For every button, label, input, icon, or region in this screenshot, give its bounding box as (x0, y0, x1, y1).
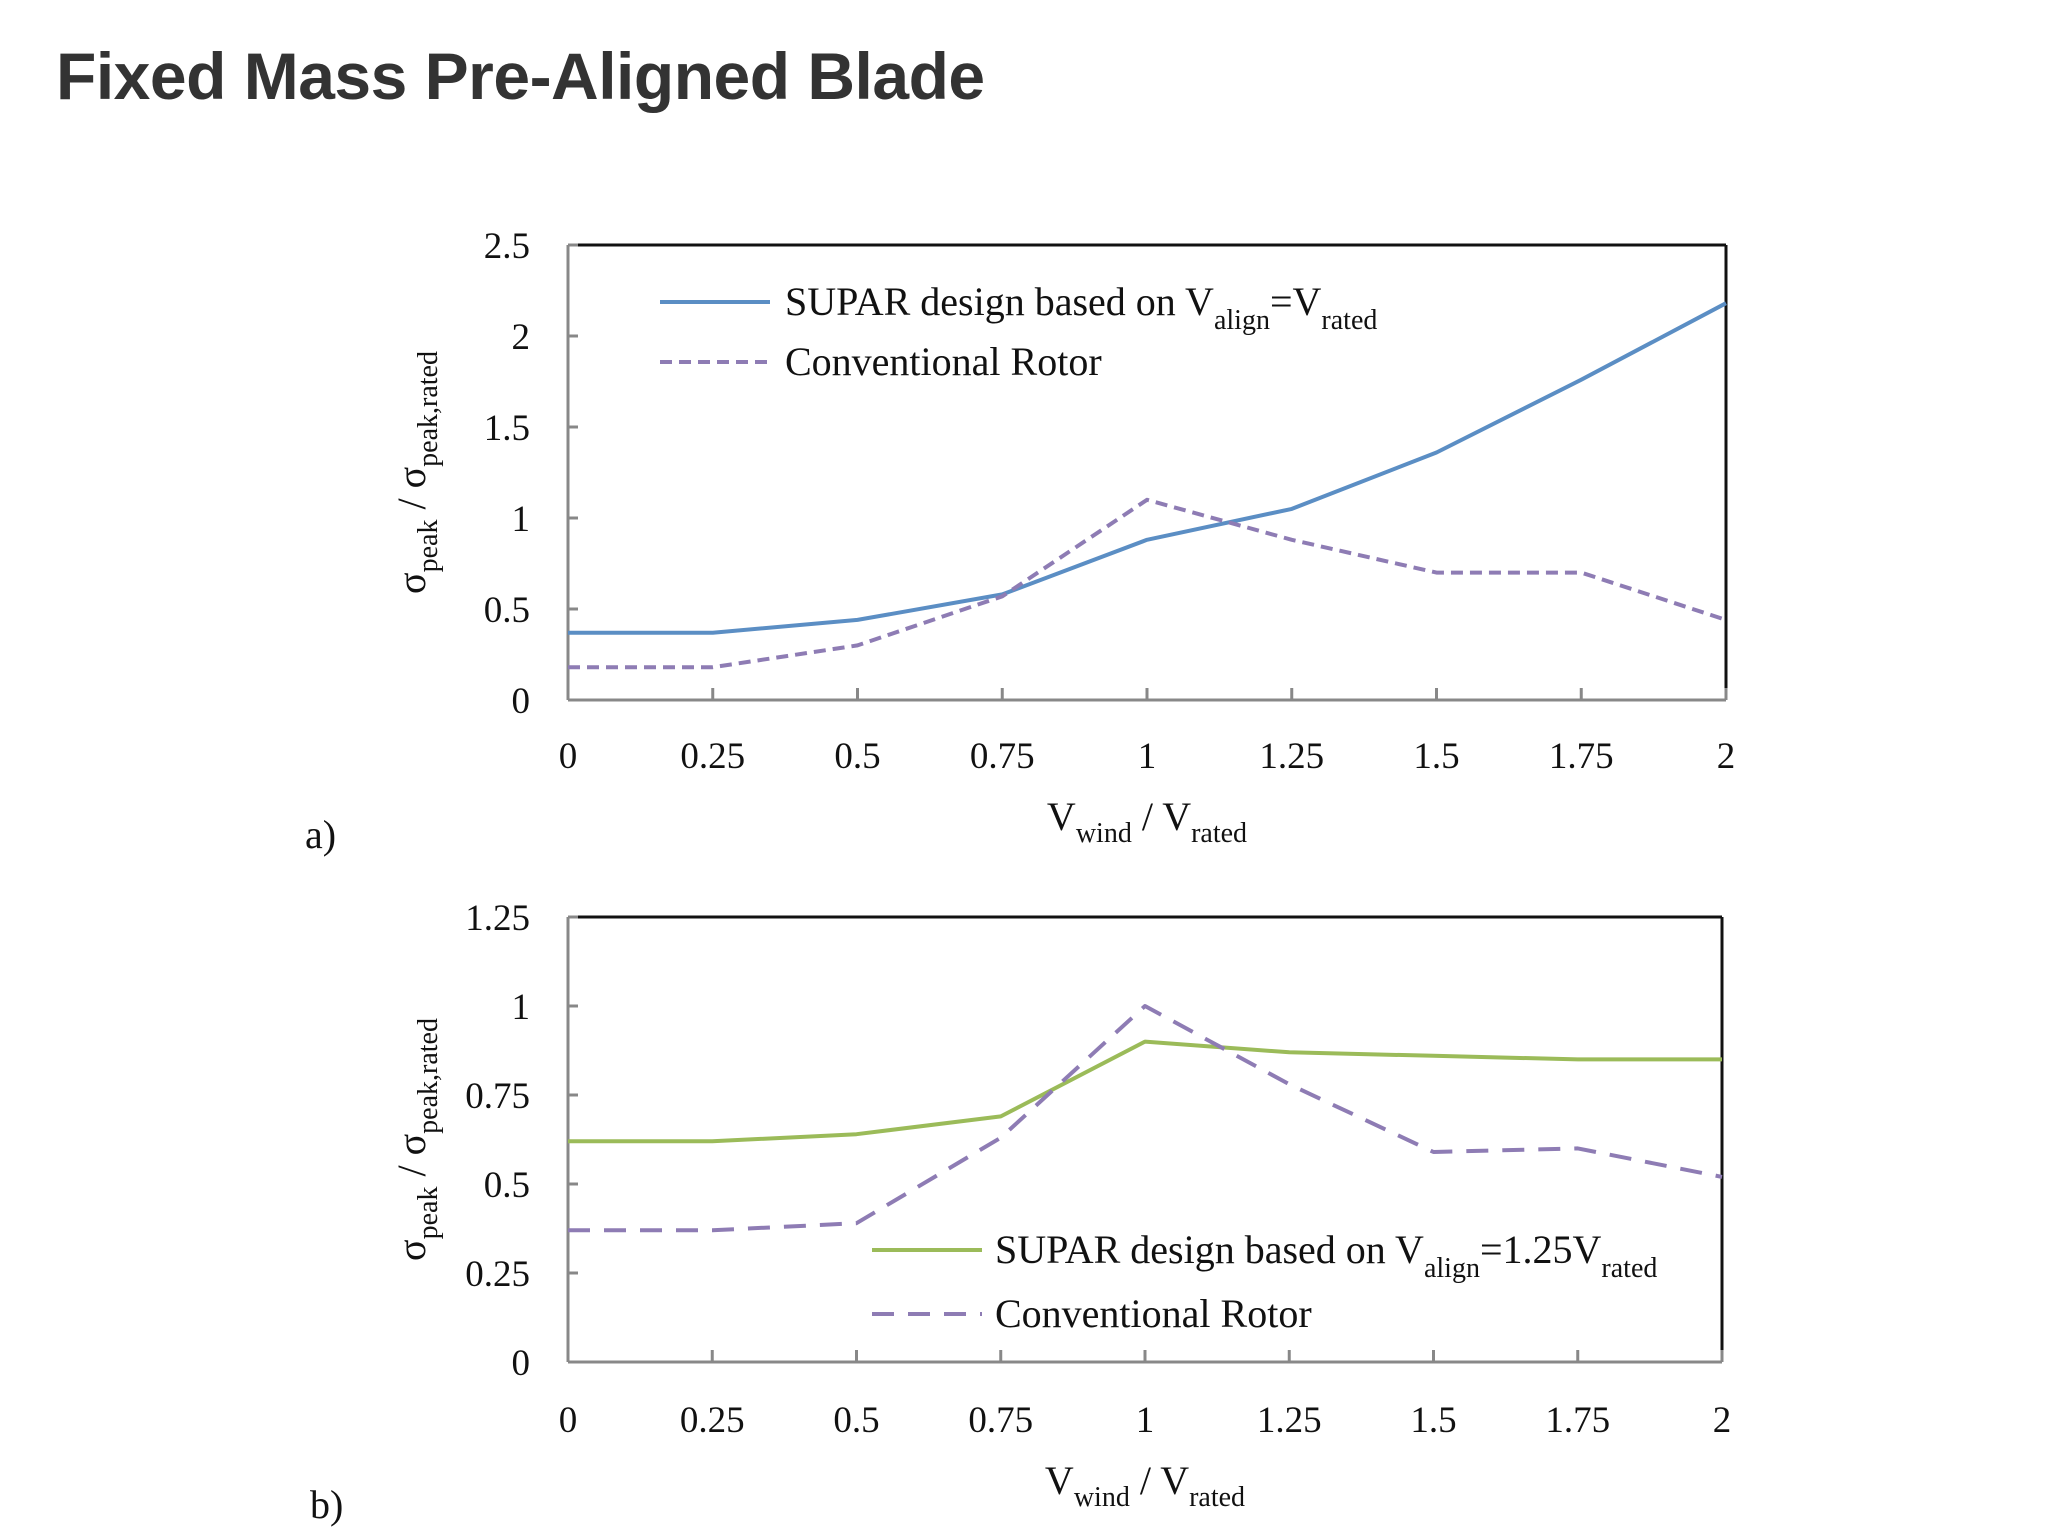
chart-panel-a: 0 0.25 0.5 0.75 1 1.25 1.5 1.75 2 0 0.5 1 1.5 2 2.5 Vwi… (305, 226, 1735, 857)
x-tick-label: 1.25 (1257, 1400, 1322, 1441)
x-tick-label: 2 (1713, 1400, 1732, 1441)
x-axis-label: Vwind / Vrated (1045, 1458, 1245, 1513)
y-tick-label: 1.5 (484, 408, 530, 449)
x-tick-label: 0.25 (680, 736, 745, 777)
x-tick-label: 1.25 (1259, 736, 1324, 777)
legend-label-conventional: Conventional Rotor (995, 1291, 1312, 1336)
x-tick-label: 1.75 (1549, 736, 1614, 777)
x-tick-label: 0.5 (834, 736, 880, 777)
y-tick-label: 0.5 (484, 1165, 530, 1206)
x-tick-label: 1.5 (1410, 1400, 1456, 1441)
x-tick-label: 0.75 (970, 736, 1035, 777)
chart-panel-b: 0 0.25 0.5 0.75 1 1.25 1.5 1.75 2 0 0.25 0.5 0.75 1 1.… (310, 898, 1731, 1527)
y-tick-label: 1 (512, 987, 531, 1028)
panel-label: a) (305, 812, 336, 857)
y-tick-label: 0.5 (484, 590, 530, 631)
x-tick-label: 0.5 (833, 1400, 879, 1441)
x-tick-label: 2 (1717, 736, 1736, 777)
x-tick-label: 0.25 (680, 1400, 745, 1441)
y-tick-label: 1 (512, 499, 531, 540)
x-tick-label: 1 (1138, 736, 1157, 777)
panel-label: b) (310, 1482, 343, 1527)
y-tick-label: 2 (512, 317, 531, 358)
legend: SUPAR design based on Valign=1.25Vrated C… (872, 1227, 1657, 1336)
y-tick-label: 2.5 (484, 226, 530, 267)
series-line-supar (568, 301, 1727, 635)
x-tick-label: 1.75 (1545, 1400, 1610, 1441)
y-axis-label: σpeak / σpeak,rated (389, 351, 444, 594)
y-tick-label: 1.25 (465, 898, 530, 939)
series-line-conventional (568, 497, 1727, 670)
legend-label-supar: SUPAR design based on Valign=Vrated (785, 279, 1377, 336)
legend-label-supar: SUPAR design based on Valign=1.25Vrated (995, 1227, 1657, 1284)
series-line-conventional (568, 1004, 1723, 1233)
y-tick-label: 0 (512, 1343, 531, 1384)
x-tick-label: 1 (1136, 1400, 1155, 1441)
y-tick-label: 0.75 (465, 1076, 530, 1117)
y-tick-label: 0 (512, 681, 531, 722)
x-tick-label: 0.75 (968, 1400, 1033, 1441)
y-tick-label: 0.25 (465, 1254, 530, 1295)
x-tick-label: 1.5 (1413, 736, 1459, 777)
slide-title: Fixed Mass Pre-Aligned Blade (56, 39, 985, 113)
legend-label-conventional: Conventional Rotor (785, 339, 1102, 384)
y-axis-label: σpeak / σpeak,rated (389, 1018, 444, 1261)
x-axis-label: Vwind / Vrated (1047, 794, 1247, 849)
legend: SUPAR design based on Valign=VratedConve… (660, 279, 1377, 384)
x-tick-label: 0 (559, 736, 578, 777)
series-line-supar (568, 1039, 1722, 1144)
x-tick-label: 0 (559, 1400, 578, 1441)
